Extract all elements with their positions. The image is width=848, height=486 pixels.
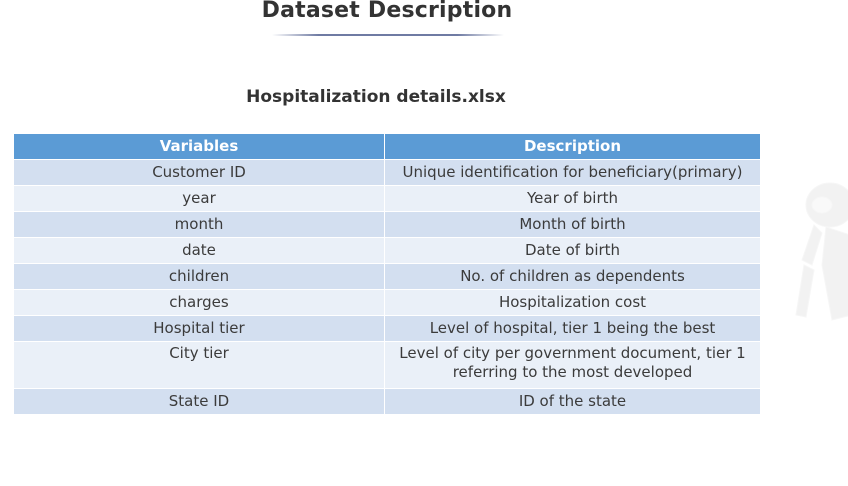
dataset-filename: Hospitalization details.xlsx (246, 87, 506, 107)
variable-cell: children (13, 263, 385, 290)
header-description: Description (384, 133, 761, 160)
variable-cell: Hospital tier (13, 315, 385, 342)
variable-cell: Customer ID (13, 159, 385, 186)
table-row: Hospital tier Level of hospital, tier 1 … (13, 315, 761, 342)
title-underline (272, 34, 504, 36)
description-cell: Month of birth (384, 211, 761, 238)
description-cell: Level of hospital, tier 1 being the best (384, 315, 761, 342)
description-cell: Year of birth (384, 185, 761, 212)
table-row: State ID ID of the state (13, 388, 761, 415)
header-variables: Variables (13, 133, 385, 160)
table-row: date Date of birth (13, 237, 761, 264)
description-cell: No. of children as dependents (384, 263, 761, 290)
description-cell: Unique identification for beneficiary(pr… (384, 159, 761, 186)
table-row: month Month of birth (13, 211, 761, 238)
description-cell: ID of the state (384, 388, 761, 415)
table-row: year Year of birth (13, 185, 761, 212)
variable-cell: year (13, 185, 385, 212)
table-row: children No. of children as dependents (13, 263, 761, 290)
robot-watermark-graphic (795, 182, 848, 321)
variable-cell: State ID (13, 388, 385, 415)
variable-cell: City tier (13, 341, 385, 389)
table-row: Customer ID Unique identification for be… (13, 159, 761, 186)
page-title: Dataset Description (261, 0, 513, 23)
table-row: charges Hospitalization cost (13, 289, 761, 316)
table-header-row: Variables Description (13, 133, 761, 160)
description-cell: Hospitalization cost (384, 289, 761, 316)
description-cell: Level of city per government document, t… (384, 341, 761, 389)
variable-cell: month (13, 211, 385, 238)
variables-table: Variables Description Customer ID Unique… (13, 133, 761, 415)
variable-cell: date (13, 237, 385, 264)
description-cell: Date of birth (384, 237, 761, 264)
table-row: City tier Level of city per government d… (13, 341, 761, 389)
variable-cell: charges (13, 289, 385, 316)
